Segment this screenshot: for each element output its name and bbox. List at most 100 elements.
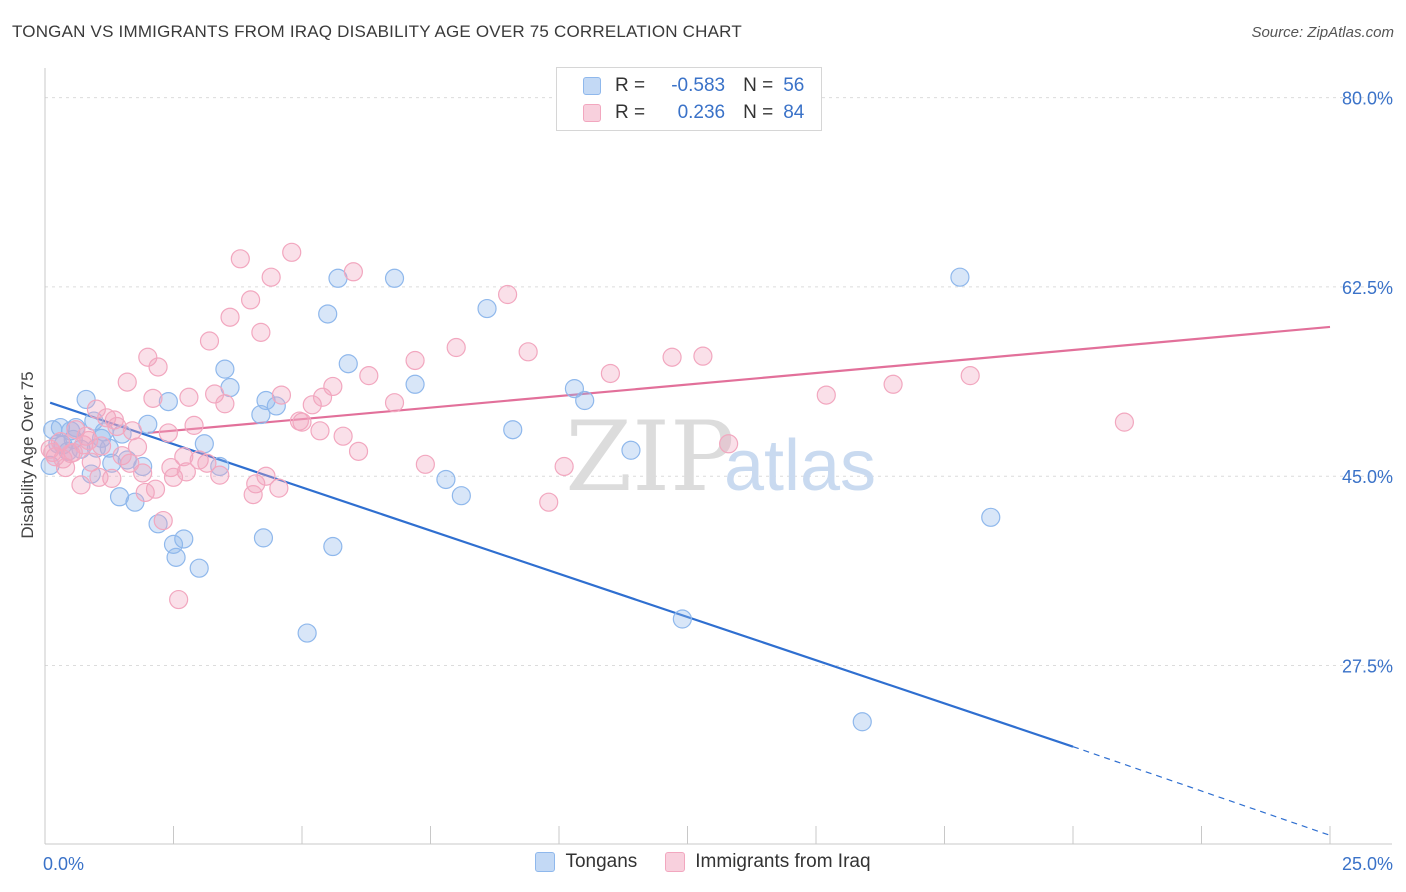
point-iraq xyxy=(241,290,261,310)
point-tongans xyxy=(253,528,274,548)
source-credit: Source: ZipAtlas.com xyxy=(1251,24,1394,41)
point-tongans xyxy=(266,396,286,416)
legend-swatch-iraq xyxy=(583,104,601,122)
point-tongans xyxy=(575,390,595,411)
point-iraq xyxy=(189,450,209,470)
point-iraq xyxy=(600,363,621,384)
point-iraq xyxy=(719,434,739,454)
point-iraq xyxy=(498,284,518,305)
point-iraq xyxy=(133,463,153,483)
point-iraq xyxy=(1114,412,1135,432)
point-iraq xyxy=(174,447,194,467)
legend-r-label: R = xyxy=(615,102,646,123)
point-iraq xyxy=(310,421,330,441)
x-tick-label: 0.0% xyxy=(43,854,84,874)
legend-n-value: 56 xyxy=(783,75,805,96)
point-iraq xyxy=(66,420,86,440)
point-tongans xyxy=(405,374,425,394)
point-iraq xyxy=(359,366,379,386)
point-tongans xyxy=(318,304,338,324)
legend-n-label: N = xyxy=(743,75,774,96)
point-iraq xyxy=(251,322,271,342)
legend-swatch-tongans xyxy=(535,852,556,872)
point-iraq xyxy=(348,441,369,461)
point-iraq xyxy=(179,387,199,407)
point-tongans xyxy=(215,359,235,379)
point-tongans xyxy=(174,529,194,549)
point-iraq xyxy=(127,437,148,457)
point-iraq xyxy=(215,394,235,414)
point-iraq xyxy=(220,307,240,327)
point-tongans xyxy=(166,547,186,567)
trendline-iraq xyxy=(147,325,1331,435)
x-tick-labels: 0.0% 25.0% xyxy=(43,854,1393,874)
point-iraq xyxy=(158,423,178,443)
point-iraq xyxy=(518,342,538,362)
legend-row-tongans: R = -0.583 N = 56 xyxy=(583,73,804,99)
legend-item-iraq: Immigrants from Iraq xyxy=(665,851,871,873)
point-iraq xyxy=(230,249,250,269)
point-iraq xyxy=(333,426,353,446)
watermark-atlas: atlas xyxy=(724,426,876,506)
point-iraq xyxy=(539,492,559,512)
point-iraq xyxy=(117,372,137,392)
point-iraq xyxy=(960,366,980,386)
point-iraq xyxy=(816,385,836,405)
trendline-tongans-extension xyxy=(1072,746,1331,836)
watermark-zip: ZIP xyxy=(565,401,734,513)
point-tongans xyxy=(950,267,970,287)
point-tongans xyxy=(189,558,209,578)
y-tick-label: 80.0% xyxy=(1342,89,1393,109)
point-tongans xyxy=(125,492,145,512)
point-iraq xyxy=(384,393,405,413)
point-tongans xyxy=(451,486,471,506)
point-iraq xyxy=(89,467,109,487)
point-tongans xyxy=(76,389,96,410)
point-tongans xyxy=(852,712,872,732)
legend-n-value: 84 xyxy=(783,102,805,123)
point-tongans xyxy=(477,298,497,319)
stats-legend: R = -0.583 N = 56 R = 0.236 N = 84 xyxy=(556,67,822,131)
point-tongans xyxy=(503,420,523,440)
point-iraq xyxy=(153,510,173,531)
y-axis-label: Disability Age Over 75 xyxy=(18,371,37,538)
point-iraq xyxy=(143,388,163,408)
point-tongans xyxy=(323,536,343,557)
chart-title: TONGAN VS IMMIGRANTS FROM IRAQ DISABILIT… xyxy=(12,22,742,41)
point-iraq xyxy=(323,376,343,397)
point-iraq xyxy=(243,485,263,505)
y-tick-label: 45.0% xyxy=(1342,467,1393,487)
legend-r-value: -0.583 xyxy=(671,75,726,96)
y-tick-labels: 27.5% 45.0% 62.5% 80.0% xyxy=(1342,89,1393,677)
point-iraq xyxy=(446,337,466,358)
legend-r-value: 0.236 xyxy=(677,102,726,123)
point-iraq xyxy=(271,385,292,405)
point-iraq xyxy=(197,453,217,473)
point-iraq xyxy=(256,466,276,486)
point-iraq xyxy=(63,442,83,463)
point-iraq xyxy=(169,589,189,610)
legend-swatch-iraq xyxy=(665,852,686,872)
y-tick-label: 27.5% xyxy=(1342,657,1393,677)
point-tongans xyxy=(194,434,214,454)
point-iraq xyxy=(71,475,91,495)
point-iraq xyxy=(261,267,281,287)
legend-row-iraq: R = 0.236 N = 84 xyxy=(583,100,804,126)
point-iraq xyxy=(289,411,310,431)
legend-n-label: N = xyxy=(743,102,774,123)
point-iraq xyxy=(343,262,363,282)
legend-r-label: R = xyxy=(615,75,646,96)
point-iraq xyxy=(135,482,155,503)
point-tongans xyxy=(158,391,178,412)
point-iraq xyxy=(112,446,132,466)
point-iraq xyxy=(122,421,142,441)
point-iraq xyxy=(662,347,682,367)
point-iraq xyxy=(120,453,140,473)
point-iraq xyxy=(161,457,181,478)
point-tongans xyxy=(148,514,168,534)
point-tongans xyxy=(256,390,276,411)
point-iraq xyxy=(554,456,574,477)
point-iraq xyxy=(415,454,435,474)
x-tick-label: 25.0% xyxy=(1342,854,1393,874)
